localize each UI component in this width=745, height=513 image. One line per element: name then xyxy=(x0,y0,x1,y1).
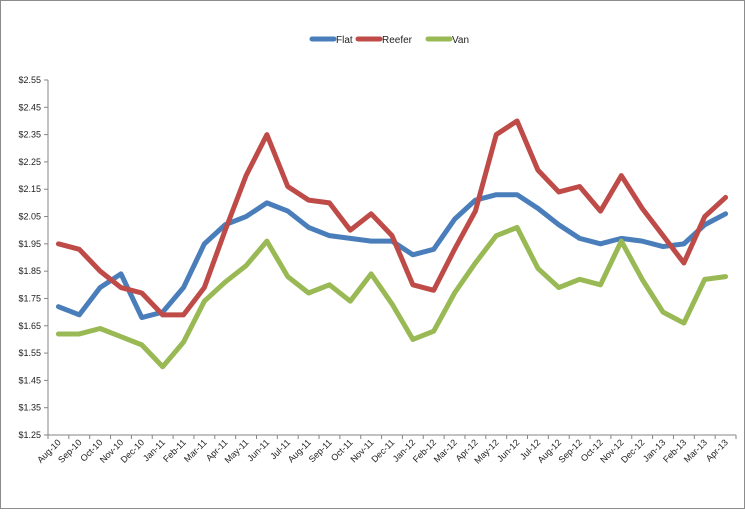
y-tick-label: $2.25 xyxy=(18,157,41,167)
x-axis-ticks: Aug-10Sep-10Oct-10Nov-10Dec-10Jan-11Feb-… xyxy=(35,435,737,466)
x-tick-label: Jun-11 xyxy=(245,437,271,463)
series-line-van xyxy=(55,224,729,370)
y-tick-label: $1.35 xyxy=(18,403,41,413)
y-tick-label: $2.55 xyxy=(18,75,41,85)
legend-label-flat: Flat xyxy=(336,35,353,46)
x-tick-label: Mar-11 xyxy=(182,437,209,464)
x-tick-label: Sep-10 xyxy=(56,437,84,465)
y-tick-label: $2.15 xyxy=(18,184,41,194)
y-tick-label: $1.55 xyxy=(18,348,41,358)
y-tick-label: $2.05 xyxy=(18,212,41,222)
y-tick-label: $1.75 xyxy=(18,293,41,303)
series-lines xyxy=(55,118,729,370)
y-tick-label: $2.45 xyxy=(18,102,41,112)
legend-label-reefer: Reefer xyxy=(382,35,413,46)
axes xyxy=(47,80,736,436)
legend: Flat Reefer Van xyxy=(309,35,469,46)
x-tick-label: Mar-13 xyxy=(682,437,709,464)
y-axis-ticks: $2.55 $2.45 $2.35 $2.25 $2.15 $2.05 $1.95 $1.85… xyxy=(18,75,48,440)
y-tick-label: $2.35 xyxy=(18,130,41,140)
series-line-reefer xyxy=(55,118,729,318)
x-tick-label: Sep-11 xyxy=(307,437,334,464)
x-tick-label: Mar-12 xyxy=(432,437,459,464)
x-tick-label: Sep-12 xyxy=(556,437,584,465)
x-tick-label: Dec-10 xyxy=(119,437,147,465)
y-tick-label: $1.95 xyxy=(18,239,41,249)
x-tick-label: May-11 xyxy=(223,437,251,465)
y-tick-label: $1.65 xyxy=(18,321,41,331)
y-tick-label: $1.25 xyxy=(18,430,41,440)
x-tick-label: Dec-11 xyxy=(369,437,396,464)
y-tick-label: $1.45 xyxy=(18,375,41,385)
x-tick-label: Jun-12 xyxy=(495,437,522,464)
legend-label-van: Van xyxy=(452,35,469,46)
x-tick-label: Dec-12 xyxy=(619,437,647,465)
series-line-flat xyxy=(55,192,729,321)
y-tick-label: $1.85 xyxy=(18,266,41,276)
x-tick-label: Apr-13 xyxy=(704,437,730,463)
